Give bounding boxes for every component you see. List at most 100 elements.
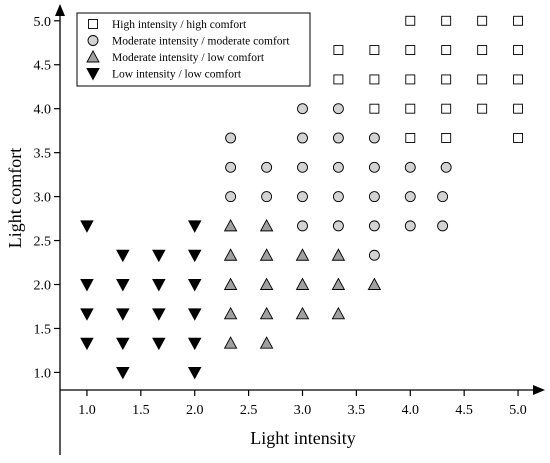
data-point-triangle-down (116, 279, 130, 292)
x-axis-arrow (533, 385, 545, 395)
y-axis-arrow (55, 4, 65, 16)
data-point-triangle-up (259, 306, 274, 320)
legend-label: Low intensity / low comfort (112, 69, 242, 81)
data-point-square (405, 74, 416, 85)
y-tick-label: 2.5 (34, 235, 52, 250)
ticks: 1.0 1.5 2.0 2.5 3.0 3.5 4.0 4.5 5.0 1.0 1.5 2.0 2.5 3… (34, 15, 527, 418)
legend-box (76, 12, 311, 87)
data-point-triangle-up (259, 218, 274, 232)
data-point-triangle-up (223, 218, 238, 232)
series-triangle-down (80, 220, 202, 380)
data-point-circle (297, 191, 308, 203)
x-axis-title: Light intensity (250, 428, 356, 448)
data-point-square (369, 74, 380, 85)
series-circle (225, 103, 452, 261)
x-tick-label: 5.0 (509, 403, 527, 418)
data-point-triangle-down (187, 279, 202, 292)
data-point-triangle-up (259, 248, 274, 261)
data-point-triangle-down (152, 308, 166, 321)
x-tick-label: 1.0 (78, 403, 96, 418)
data-point-square (405, 15, 416, 26)
y-tick-label: 2.0 (34, 279, 52, 294)
data-point-square (477, 74, 488, 85)
series-square (333, 15, 524, 143)
axes (55, 4, 545, 455)
data-point-square (405, 103, 416, 114)
legend-marker-triangle-up (86, 50, 100, 63)
data-point-triangle-up (367, 277, 382, 290)
data-point-square (441, 45, 452, 56)
data-point-circle (225, 132, 237, 144)
data-point-circle (297, 220, 308, 232)
data-point-triangle-down (116, 366, 130, 380)
data-point-triangle-up (331, 306, 346, 320)
data-point-circle (404, 220, 416, 232)
data-point-circle (368, 161, 380, 173)
data-point-triangle-down (116, 249, 130, 263)
y-tick-label: 1.5 (34, 322, 52, 337)
data-point-circle (440, 161, 452, 173)
legend-label: Moderate intensity / low comfort (112, 52, 265, 64)
data-point-triangle-down (187, 308, 202, 321)
data-point-square (369, 45, 380, 56)
data-point-square (441, 74, 452, 85)
data-point-circle (297, 161, 308, 173)
data-point-square (477, 103, 488, 114)
data-point-triangle-up (331, 248, 346, 261)
legend-marker-square (88, 19, 98, 29)
x-tick-label: 1.5 (132, 403, 150, 418)
x-tick-label: 2.5 (240, 403, 258, 418)
data-point-square (441, 15, 452, 26)
y-tick-label: 4.5 (34, 59, 52, 74)
y-axis-title: Light comfort (5, 148, 25, 248)
data-point-square (513, 74, 524, 85)
data-point-circle (437, 191, 449, 203)
data-point-circle (225, 191, 237, 203)
data-point-triangle-up (295, 306, 310, 320)
data-point-square (405, 45, 416, 56)
data-point-circle (368, 191, 380, 203)
data-point-triangle-down (187, 220, 202, 233)
x-tick-label: 4.0 (402, 403, 420, 418)
data-point-square (513, 133, 524, 143)
data-point-circle (261, 191, 273, 203)
data-points (80, 15, 524, 380)
data-point-square (513, 15, 524, 26)
y-tick-label: 5.0 (34, 15, 52, 30)
y-tick-label: 3.0 (34, 191, 52, 206)
legend-marker-circle (87, 35, 99, 46)
data-point-triangle-down (80, 337, 94, 351)
series-triangle-up (223, 218, 382, 349)
data-point-circle (404, 161, 416, 173)
x-tick-label: 4.5 (455, 403, 473, 418)
data-point-square (405, 133, 416, 143)
data-point-triangle-down (116, 337, 130, 351)
data-point-circle (225, 161, 237, 173)
data-point-circle (297, 103, 308, 115)
data-point-circle (368, 249, 380, 261)
data-point-triangle-up (295, 248, 310, 261)
data-point-triangle-down (152, 337, 166, 351)
y-tick-label: 3.5 (34, 147, 52, 162)
data-point-triangle-up (259, 277, 274, 290)
data-point-triangle-up (331, 277, 346, 290)
data-point-circle (332, 220, 344, 232)
x-tick-label: 3.0 (294, 403, 312, 418)
data-point-square (477, 15, 488, 26)
data-point-triangle-up (223, 306, 238, 320)
data-point-square (441, 133, 452, 143)
data-point-triangle-up (295, 277, 310, 290)
data-point-triangle-up (259, 336, 274, 349)
legend: High intensity / high comfort Moderate in… (76, 12, 311, 87)
data-point-square (333, 74, 344, 85)
data-point-triangle-down (187, 337, 202, 351)
data-point-circle (437, 220, 449, 232)
data-point-square (441, 103, 452, 114)
data-point-square (513, 45, 524, 56)
x-tick-label: 3.5 (348, 403, 366, 418)
data-point-circle (261, 161, 273, 173)
data-point-triangle-down (80, 308, 94, 321)
data-point-circle (297, 132, 308, 144)
data-point-triangle-down (80, 220, 94, 233)
